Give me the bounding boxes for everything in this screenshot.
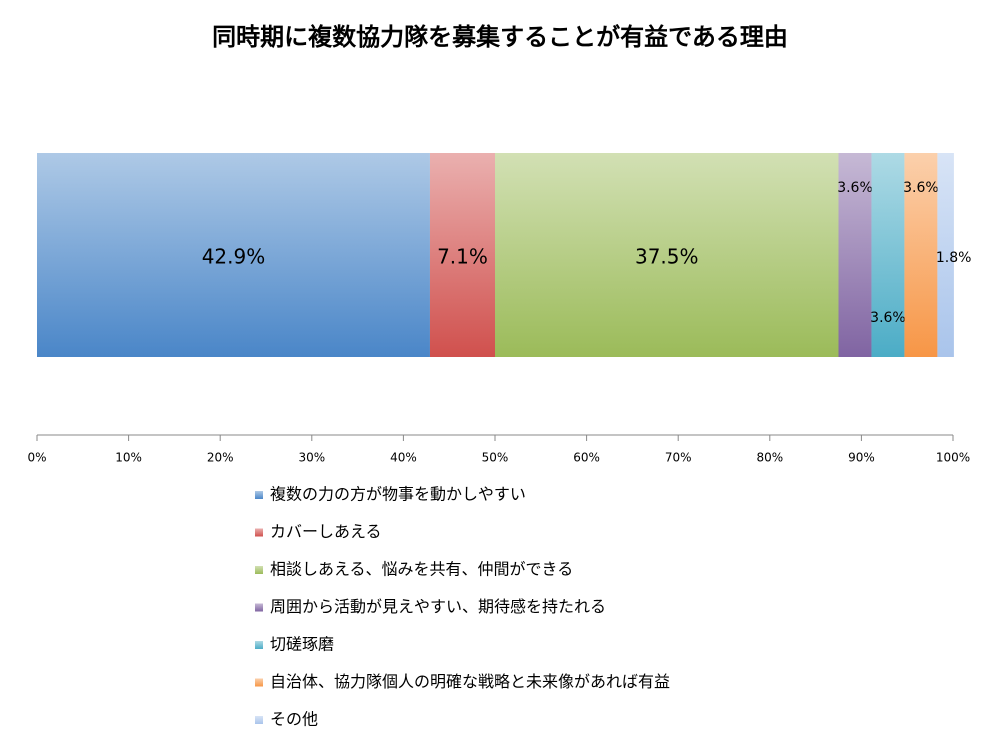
- chart-title: 同時期に複数協力隊を募集することが有益である理由: [212, 23, 788, 51]
- bar-segment: [37, 153, 430, 357]
- data-label: 3.6%: [837, 180, 873, 196]
- x-tick-label: 70%: [665, 451, 692, 465]
- x-tick-label: 30%: [298, 451, 325, 465]
- x-tick-label: 50%: [482, 451, 509, 465]
- legend-label: 切磋琢磨: [270, 635, 334, 654]
- legend-swatch: [255, 641, 263, 649]
- x-tick-label: 60%: [573, 451, 600, 465]
- x-tick-label: 0%: [27, 451, 46, 465]
- x-tick-label: 90%: [848, 451, 875, 465]
- legend-swatch: [255, 716, 263, 724]
- legend-label: その他: [270, 710, 318, 729]
- data-label: 42.9%: [202, 245, 266, 269]
- data-label: 3.6%: [870, 310, 906, 326]
- bar-segment: [495, 153, 839, 357]
- legend-swatch: [255, 678, 263, 687]
- data-label: 3.6%: [903, 180, 939, 196]
- x-tick-label: 20%: [207, 451, 234, 465]
- legend-swatch: [255, 528, 263, 537]
- legend-swatch: [255, 603, 263, 612]
- bar-segment: [429, 153, 495, 357]
- legend-label: 周囲から活動が見えやすい、期待感を持たれる: [270, 597, 606, 616]
- data-label: 1.8%: [936, 250, 972, 266]
- x-tick-label: 40%: [390, 451, 417, 465]
- legend-swatch: [255, 491, 263, 499]
- x-tick-label: 100%: [936, 451, 970, 465]
- x-tick-label: 80%: [756, 451, 783, 465]
- legend-label: 相談しあえる、悩みを共有、仲間ができる: [270, 560, 573, 579]
- data-label: 7.1%: [437, 245, 488, 269]
- legend-label: 複数の力の方が物事を動かしやすい: [270, 485, 526, 504]
- legend-swatch: [255, 566, 263, 574]
- bar-segment: [838, 153, 872, 357]
- legend-label: 自治体、協力隊個人の明確な戦略と未来像があれば有益: [270, 672, 670, 691]
- bar-segment: [871, 153, 905, 357]
- bar-segment: [904, 153, 938, 357]
- data-label: 37.5%: [635, 245, 699, 269]
- bar-segment: [937, 153, 954, 357]
- legend-label: カバーしあえる: [270, 522, 382, 541]
- x-tick-label: 10%: [115, 451, 142, 465]
